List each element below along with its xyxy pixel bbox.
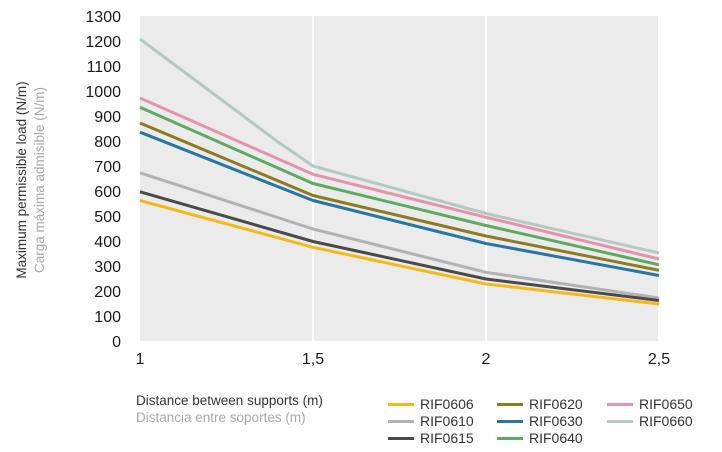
legend-item-rif0630: RIF0630 xyxy=(497,413,583,429)
y-tick-label: 100 xyxy=(94,309,121,326)
y-tick-label: 900 xyxy=(94,109,121,126)
y-tick-label: 1100 xyxy=(87,59,122,76)
legend-label: RIF0650 xyxy=(639,396,693,412)
series-line-rif0660 xyxy=(139,37,660,255)
legend-label: RIF0660 xyxy=(639,413,693,429)
series-line-rif0640 xyxy=(139,105,660,267)
x-axis-label-es: Distancia entre soportes (m) xyxy=(136,410,306,425)
legend-swatch xyxy=(497,419,523,423)
y-tick-label: 800 xyxy=(94,134,121,151)
legend-swatch xyxy=(497,436,523,440)
series-line-rif0615 xyxy=(139,190,660,302)
legend-label: RIF0640 xyxy=(529,430,583,446)
series-line-rif0606 xyxy=(139,199,660,306)
y-tick-label: 300 xyxy=(94,259,121,276)
legend-item-rif0640: RIF0640 xyxy=(497,430,583,446)
x-tick-label: 2 xyxy=(482,351,491,368)
x-tick-label: 2,5 xyxy=(648,351,670,368)
series-line-rif0620 xyxy=(139,121,660,272)
legend-item-rif0615: RIF0615 xyxy=(388,430,474,446)
legend-swatch xyxy=(388,402,414,406)
legend-area: Distance between supports (m) Distancia … xyxy=(136,393,722,452)
x-tick-label: 1 xyxy=(136,351,145,368)
legend-swatch xyxy=(388,436,414,440)
series-line-rif0630 xyxy=(139,130,660,277)
y-tick-label: 700 xyxy=(94,159,121,176)
legend-label: RIF0630 xyxy=(529,413,583,429)
y-tick-label: 0 xyxy=(112,334,121,351)
x-tick-label: 1,5 xyxy=(302,351,324,368)
y-tick-label: 1000 xyxy=(85,84,121,101)
legend-swatch xyxy=(607,419,633,423)
legend-label: RIF0610 xyxy=(420,413,474,429)
legend-label: RIF0620 xyxy=(529,396,583,412)
legend-label: RIF0606 xyxy=(420,396,474,412)
legend-swatch xyxy=(497,402,523,406)
legend-item-rif0650: RIF0650 xyxy=(607,396,693,412)
legend-item-rif0620: RIF0620 xyxy=(497,396,583,412)
plot-area xyxy=(140,16,659,341)
series-line-rif0650 xyxy=(139,96,660,261)
y-axis-label: Maximum permissible load (N/m) xyxy=(14,81,29,278)
legend-label: RIF0615 xyxy=(420,430,474,446)
series-line-rif0610 xyxy=(139,171,660,300)
y-tick-label: 500 xyxy=(94,209,121,226)
legend-item-rif0660: RIF0660 xyxy=(607,413,693,429)
y-tick-label: 200 xyxy=(94,284,121,301)
load-chart: 0 100 200 300 400 500 600 700 800 900 1000 1100 1200… xyxy=(14,9,670,368)
legend-swatch xyxy=(388,419,414,423)
legend-item-rif0606: RIF0606 xyxy=(388,396,474,412)
y-tick-label: 600 xyxy=(94,184,121,201)
legend-item-rif0610: RIF0610 xyxy=(388,413,474,429)
y-tick-label: 1300 xyxy=(85,9,121,26)
legend-swatch xyxy=(607,402,633,406)
y-tick-label: 400 xyxy=(94,234,121,251)
y-axis-label-es: Carga máxima admisible (N/m) xyxy=(32,87,47,273)
y-tick-label: 1200 xyxy=(85,34,121,51)
x-axis-label: Distance between supports (m) xyxy=(136,393,323,408)
